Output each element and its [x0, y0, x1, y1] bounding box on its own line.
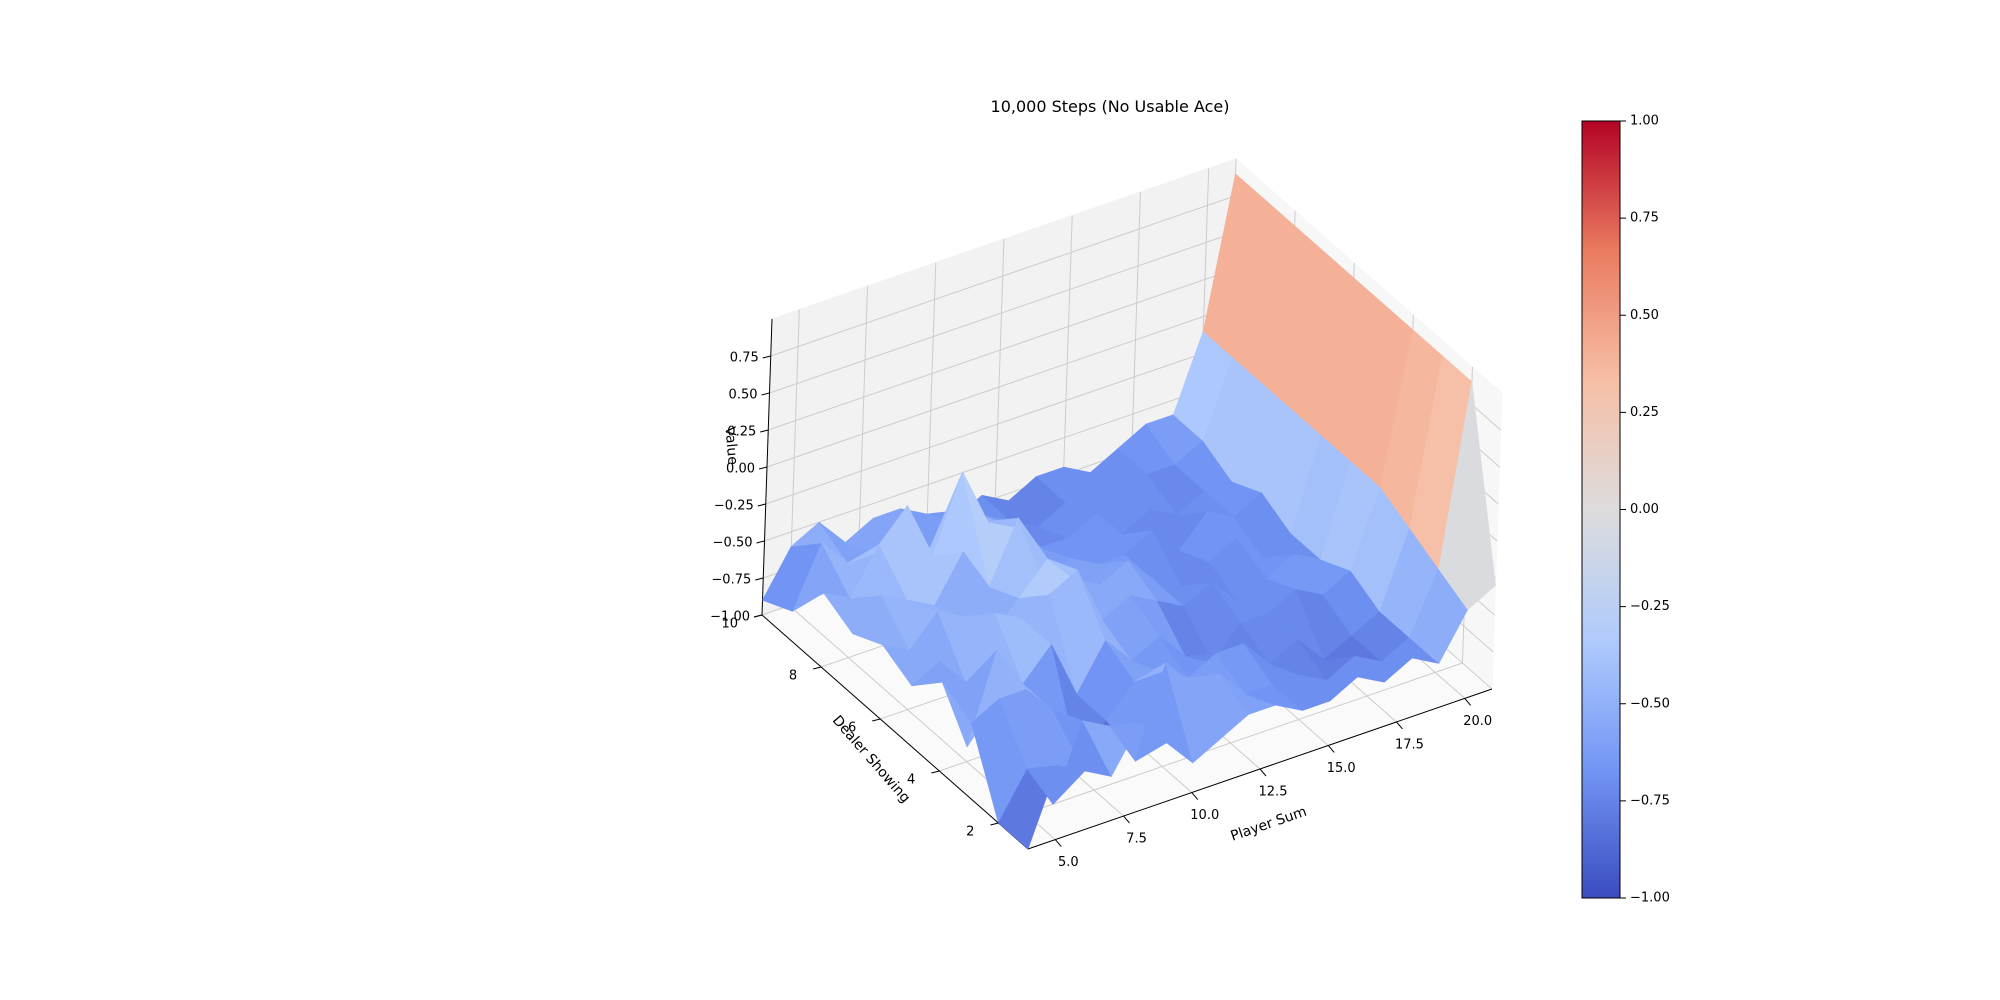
grid-line — [998, 662, 1463, 824]
colorbar-tick-label: 0.75 — [1630, 211, 1659, 226]
x-tick-mark — [1259, 768, 1267, 777]
z-tick-label: −0.25 — [714, 499, 754, 514]
colorbar-tick-label: −0.50 — [1630, 696, 1670, 711]
y-tick-mark — [872, 718, 881, 722]
x-tick-label: 12.5 — [1259, 785, 1288, 800]
x-tick-mark — [1054, 839, 1062, 847]
x-tick-label: 10.0 — [1190, 808, 1219, 823]
z-axis-ticks: −1.00 −0.75 −0.50 −0.25 0.00 0.25 0.50 0.75 — [710, 351, 771, 625]
x-tick-mark — [1191, 792, 1199, 800]
y-tick-mark — [812, 666, 822, 670]
grid-line — [766, 306, 1232, 468]
colorbar-tick-label: 0.25 — [1630, 405, 1659, 420]
chart-title: 10,000 Steps (No Usable Ace) — [991, 97, 1230, 116]
y-tick-label: 4 — [907, 773, 915, 788]
z-tick-mark — [757, 503, 766, 507]
z-tick-label: 0.00 — [726, 462, 755, 477]
x-tick-label: 5.0 — [1058, 855, 1079, 870]
x-tick-label: 20.0 — [1463, 714, 1492, 729]
z-tick-mark — [761, 392, 770, 396]
grid-line — [765, 343, 1230, 505]
x-tick-label: 17.5 — [1395, 737, 1424, 752]
colorbar-tick-label: 0.00 — [1630, 502, 1659, 517]
y-tick-mark — [990, 822, 999, 826]
z-tick-mark — [756, 540, 765, 544]
colorbar-tick-label: 1.00 — [1630, 114, 1659, 129]
z-tick-mark — [760, 429, 769, 433]
x-axis-ticks: 5.0 7.5 10.0 12.5 15.0 17.5 20.0 — [1054, 698, 1492, 870]
grid-line — [764, 380, 1229, 542]
z-tick-mark — [753, 614, 763, 618]
z-tick-mark — [762, 355, 771, 359]
y-tick-label: 2 — [966, 825, 974, 840]
z-tick-mark — [758, 466, 768, 470]
z-tick-label: −0.50 — [713, 536, 753, 551]
x-tick-mark — [1123, 815, 1130, 824]
colorbar-tick-label: 0.50 — [1630, 308, 1659, 323]
colorbar-tick-label: −1.00 — [1630, 891, 1670, 906]
z-tick-mark — [755, 577, 764, 581]
x-tick-mark — [1396, 721, 1403, 730]
z-tick-label: −1.00 — [710, 610, 750, 625]
colorbar — [1581, 120, 1621, 899]
surface-mesh — [762, 173, 1496, 850]
y-tick-label: 10 — [721, 617, 738, 632]
x-tick-mark — [1464, 698, 1472, 706]
y-tick-mark — [931, 770, 940, 774]
colorbar-tick-label: −0.25 — [1630, 599, 1670, 614]
z-tick-label: 0.75 — [730, 351, 759, 366]
grid-line — [770, 195, 1235, 357]
y-tick-label: 8 — [789, 669, 797, 684]
surface-facet — [1438, 381, 1496, 610]
x-tick-mark — [1327, 745, 1335, 753]
x-axis-label: Player Sum — [1229, 804, 1309, 845]
grid-line — [769, 232, 1234, 394]
z-tick-label: −0.75 — [711, 573, 751, 588]
x-tick-label: 7.5 — [1126, 832, 1147, 847]
y-tick-label: 6 — [848, 721, 856, 736]
y-axis-line — [761, 614, 1029, 850]
grid-line — [768, 269, 1233, 431]
colorbar-tick-label: −0.75 — [1630, 793, 1670, 808]
z-tick-label: 0.50 — [729, 388, 758, 403]
x-tick-label: 15.0 — [1327, 761, 1356, 776]
z-axis-label: Value — [721, 426, 740, 466]
colorbar-ticks: 1.00 0.75 0.50 0.25 0.00 −0.25 −0.50 −0.75 −1.00 — [1620, 114, 1670, 906]
z-tick-label: 0.25 — [727, 425, 756, 440]
